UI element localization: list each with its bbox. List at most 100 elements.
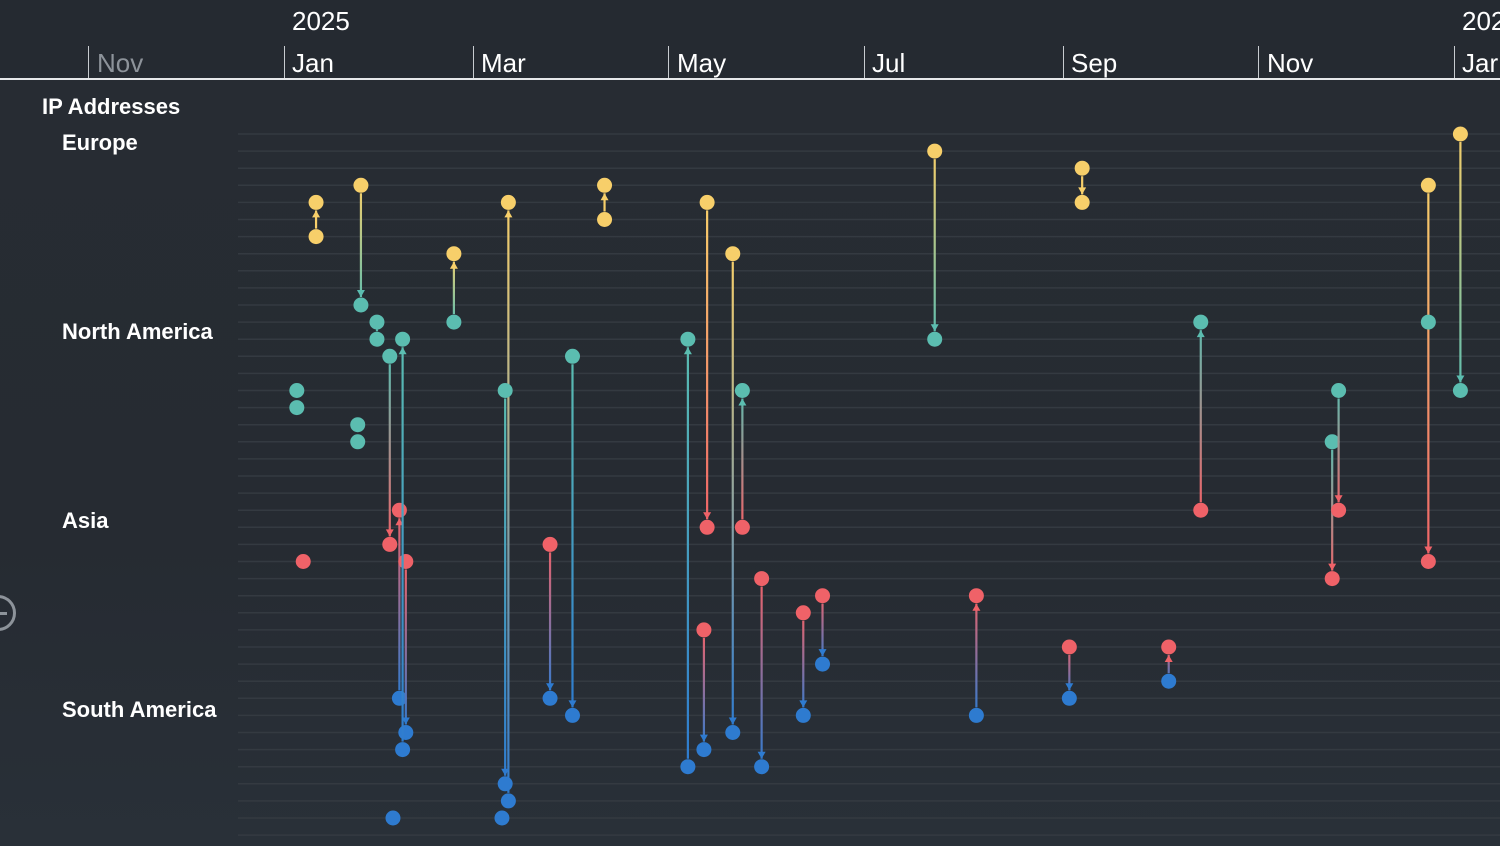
event-node [1074, 194, 1090, 210]
event-node [754, 759, 770, 775]
group-label-europe: Europe [62, 130, 138, 155]
month-tick [284, 46, 285, 78]
event-node [680, 759, 696, 775]
connection-arrowhead [683, 347, 692, 355]
event-node [446, 246, 462, 262]
connection-arrowhead [728, 717, 737, 725]
connection-arrowhead [1196, 330, 1205, 338]
month-tick [1258, 46, 1259, 78]
month-tick [1454, 46, 1455, 78]
connection-arrowhead [395, 518, 404, 526]
event-node [395, 742, 411, 758]
event-node [1193, 314, 1209, 330]
event-node [1061, 639, 1077, 655]
event-node [1331, 502, 1347, 518]
event-node [564, 707, 580, 723]
event-node [391, 690, 407, 706]
event-node [1193, 502, 1209, 518]
timeline-plot-area[interactable]: IP Addresses Europe North America Asia S… [0, 80, 1500, 846]
month-label-nov: Nov [1267, 48, 1314, 78]
event-node [564, 348, 580, 364]
event-node [968, 588, 984, 604]
event-node [308, 229, 324, 245]
connection-arrowhead [972, 603, 981, 611]
event-node [308, 194, 324, 210]
event-node [815, 656, 831, 672]
event-node [1420, 314, 1436, 330]
connection-arrowhead [818, 649, 827, 657]
event-node [815, 588, 831, 604]
event-node [927, 143, 943, 159]
event-node [385, 810, 401, 826]
event-node [446, 314, 462, 330]
event-node [542, 690, 558, 706]
event-node [597, 212, 613, 227]
event-node [795, 605, 811, 621]
event-node [1452, 383, 1468, 398]
event-node [382, 536, 398, 552]
event-node [968, 707, 984, 723]
connection-arrowhead [546, 683, 555, 691]
connection-arrowhead [799, 700, 808, 708]
event-node [353, 297, 369, 313]
connection-arrowhead [1328, 563, 1337, 571]
event-node [1074, 160, 1090, 176]
event-node [795, 707, 811, 723]
event-node [699, 519, 715, 535]
connection-arrowhead [398, 347, 407, 355]
event-node [289, 383, 305, 398]
month-label-jul: Jul [872, 48, 906, 78]
event-node [395, 331, 411, 347]
group-label-asia: Asia [62, 508, 109, 533]
group-label-south-america: South America [62, 697, 217, 722]
month-label-nov: Nov [97, 48, 144, 78]
connection-arrowhead [1424, 546, 1433, 554]
timeline-chart-svg[interactable] [0, 80, 1500, 846]
sidebar-title: IP Addresses [42, 94, 181, 119]
event-node [494, 810, 510, 826]
event-node [597, 177, 613, 193]
connection-arrowhead [738, 398, 747, 406]
event-node [1452, 126, 1468, 142]
event-node [398, 554, 414, 569]
connection-arrowhead [449, 261, 458, 269]
connection-arrowhead [757, 751, 766, 759]
connection-arrowhead [401, 717, 410, 725]
event-node [725, 725, 741, 740]
connection-arrowhead [600, 193, 609, 201]
event-node [734, 519, 750, 535]
event-node [497, 776, 513, 792]
event-node [1061, 690, 1077, 706]
time-axis[interactable]: 2025 202 Nov Jan Mar May Jul Sep Nov Jar [0, 0, 1500, 80]
event-node [734, 383, 750, 398]
connection-arrowhead [385, 529, 394, 537]
connection-arrowhead [568, 700, 577, 708]
event-node [350, 434, 366, 450]
connection-arrowhead [356, 290, 365, 297]
event-node [1324, 571, 1340, 587]
event-node [699, 194, 715, 210]
event-node [350, 417, 366, 433]
connection-arrowhead [1065, 683, 1074, 691]
event-node [1420, 177, 1436, 193]
event-node [497, 383, 513, 398]
month-label-jan: Jar [1462, 48, 1499, 78]
event-node [754, 571, 770, 587]
year-label: 202 [1462, 6, 1500, 36]
connection-arrowhead [1078, 187, 1087, 195]
event-node [398, 725, 414, 740]
connection-arrowhead [1334, 495, 1343, 503]
connection-arrowhead [703, 512, 712, 520]
event-node [391, 502, 407, 518]
event-node [289, 400, 305, 416]
event-node [927, 331, 943, 347]
year-label: 2025 [292, 6, 350, 36]
connection-arrowhead [504, 210, 513, 218]
event-node [725, 246, 741, 262]
connection-arrowhead [501, 768, 510, 776]
event-node [353, 177, 369, 193]
event-node [500, 793, 516, 809]
event-node [369, 314, 385, 330]
connection-arrowhead [312, 210, 321, 218]
month-tick [668, 46, 669, 78]
